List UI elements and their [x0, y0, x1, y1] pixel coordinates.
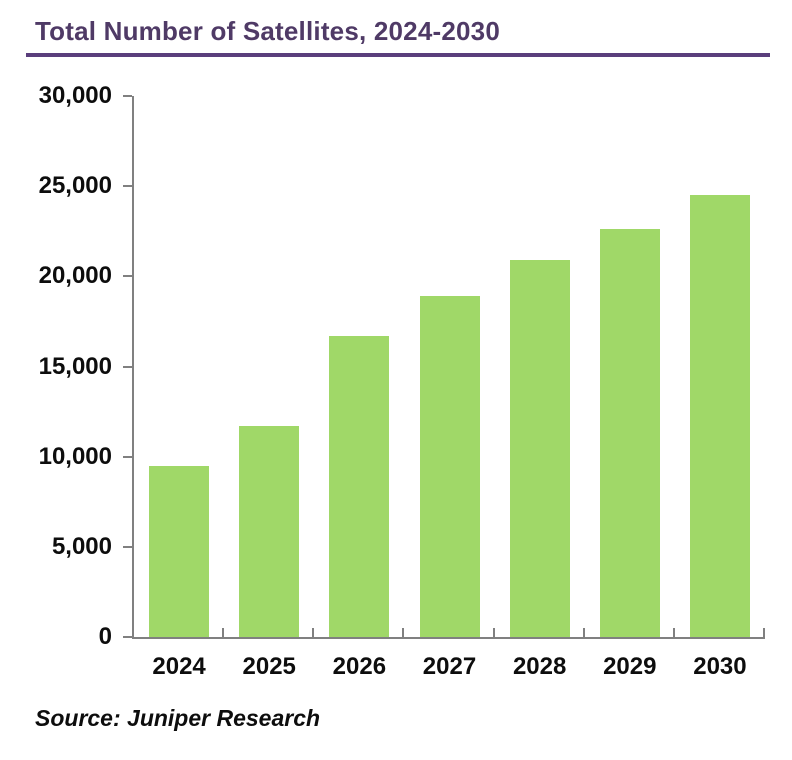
y-axis-label-10000: 10,000	[38, 442, 112, 470]
x-axis-label-2024: 2024	[152, 653, 206, 680]
chart-title: Total Number of Satellites, 2024-2030	[35, 16, 500, 46]
y-axis-tick	[123, 455, 132, 458]
bar-2030	[689, 195, 750, 637]
y-axis-label-30000: 30,000	[38, 82, 112, 109]
x-axis-label-2030: 2030	[693, 653, 747, 680]
x-axis-label-2028: 2028	[512, 653, 567, 680]
bar-2024	[149, 465, 210, 637]
bar-2025	[239, 426, 300, 637]
x-axis-label-2025: 2025	[242, 653, 296, 680]
bar-2026	[329, 335, 390, 637]
plot-area	[123, 95, 765, 639]
x-axis-tick	[222, 628, 225, 637]
source-note: Source: Juniper Research	[35, 705, 321, 731]
y-axis-label-0: 0	[98, 623, 112, 650]
title-underline	[26, 53, 770, 57]
y-axis-tick	[123, 545, 132, 548]
x-axis-tick	[763, 628, 765, 637]
y-axis-tick	[123, 275, 132, 278]
y-axis-tick	[123, 95, 132, 97]
x-axis-label-2029: 2029	[603, 653, 657, 680]
bar-2027	[419, 296, 480, 637]
y-axis-tick	[123, 185, 132, 188]
y-axis-label-15000: 15,000	[38, 352, 112, 380]
x-axis-tick	[492, 628, 495, 637]
bar-2029	[599, 229, 660, 637]
x-axis-label-2026: 2026	[332, 653, 387, 680]
y-axis-tick	[123, 636, 132, 638]
x-axis-tick	[672, 628, 675, 637]
bar-2028	[509, 260, 570, 637]
x-axis-tick	[312, 628, 315, 637]
x-axis-tick	[402, 628, 405, 637]
x-axis-tick	[582, 628, 585, 637]
y-axis-label-20000: 20,000	[38, 262, 112, 290]
y-axis-label-25000: 25,000	[38, 172, 112, 200]
x-axis-label-2027: 2027	[422, 653, 477, 680]
y-axis-label-5000: 5,000	[51, 532, 112, 560]
y-axis-tick	[123, 365, 132, 368]
